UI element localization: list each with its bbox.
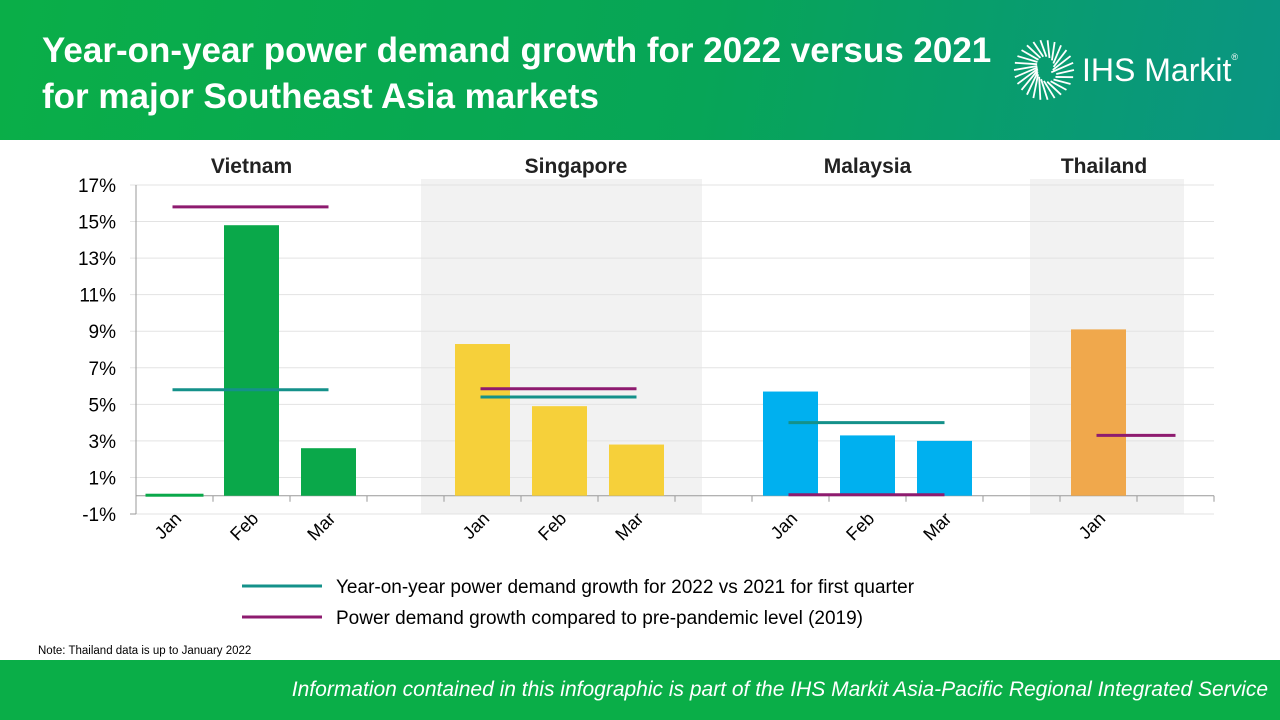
footnote: Note: Thailand data is up to January 202…: [38, 645, 252, 657]
logo-ray: [1020, 69, 1039, 91]
logo-ray: [1050, 61, 1074, 74]
footer-banner: Information contained in this infographi…: [0, 660, 1280, 720]
bar-singapore-mar: [609, 444, 664, 496]
logo-ray: [1053, 78, 1071, 85]
logo-ray: [1052, 49, 1068, 68]
logo-ray: [1050, 80, 1067, 91]
logo-ray: [1021, 49, 1039, 61]
logo-ray: [1056, 69, 1075, 75]
bar-malaysia-jan: [763, 391, 818, 496]
y-tick-label: 5%: [89, 395, 117, 416]
y-tick-label: 7%: [89, 359, 117, 380]
logo-ray: [1038, 76, 1042, 100]
legend-label: Year-on-year power demand growth for 202…: [336, 577, 915, 598]
y-tick-label: 1%: [89, 468, 117, 489]
y-tick-label: 13%: [78, 249, 116, 270]
logo-ray: [1014, 61, 1038, 66]
logo-ray: [1051, 41, 1056, 61]
logo-ray: [1039, 39, 1048, 58]
logo-ray: [1052, 44, 1062, 64]
y-tick-label: -1%: [82, 505, 116, 526]
logo-ray: [1016, 68, 1039, 85]
group-label-vietnam: Vietnam: [211, 155, 292, 178]
bar-vietnam-mar: [301, 448, 356, 496]
logo-ray: [1052, 55, 1072, 71]
group-label-singapore: Singapore: [525, 155, 628, 178]
group-label-thailand: Thailand: [1061, 155, 1147, 178]
bar-thailand-jan: [1071, 329, 1126, 496]
bar-singapore-jan: [455, 344, 510, 496]
bar-malaysia-feb: [840, 435, 895, 496]
logo-burst-icon: [1013, 39, 1075, 101]
logo-ray: [1032, 74, 1039, 99]
y-tick-label: 15%: [78, 213, 116, 234]
bar-vietnam-feb: [224, 225, 279, 496]
y-tick-label: 9%: [89, 322, 117, 343]
logo-ray: [1026, 71, 1039, 96]
header-banner: Year-on-year power demand growth for 202…: [0, 0, 1280, 140]
logo-ray: [1032, 41, 1044, 58]
logo-ray: [1013, 65, 1038, 71]
group-label-malaysia: Malaysia: [824, 155, 912, 178]
logo-ray: [1043, 80, 1056, 99]
logo-ray: [1014, 66, 1038, 79]
footer-text: Information contained in this infographi…: [291, 678, 1268, 701]
legend-label: Power demand growth compared to pre-pand…: [336, 608, 863, 629]
bar-vietnam-jan: [145, 493, 204, 497]
logo-ray: [1026, 44, 1042, 59]
logo-ray: [1046, 40, 1051, 59]
logo-text: IHS Markit®: [1082, 51, 1238, 88]
bar-malaysia-mar: [917, 440, 972, 496]
y-tick-label: 3%: [89, 432, 117, 453]
ihs-markit-logo: IHS Markit®: [1012, 38, 1238, 102]
y-tick-label: 17%: [78, 176, 116, 197]
logo-ray: [1017, 55, 1038, 63]
logo-ray: [1046, 81, 1062, 96]
bar-singapore-feb: [532, 406, 587, 496]
chart-title: Year-on-year power demand growth for 202…: [42, 31, 992, 116]
logo-ray: [1040, 78, 1049, 101]
y-tick-label: 11%: [79, 286, 116, 307]
